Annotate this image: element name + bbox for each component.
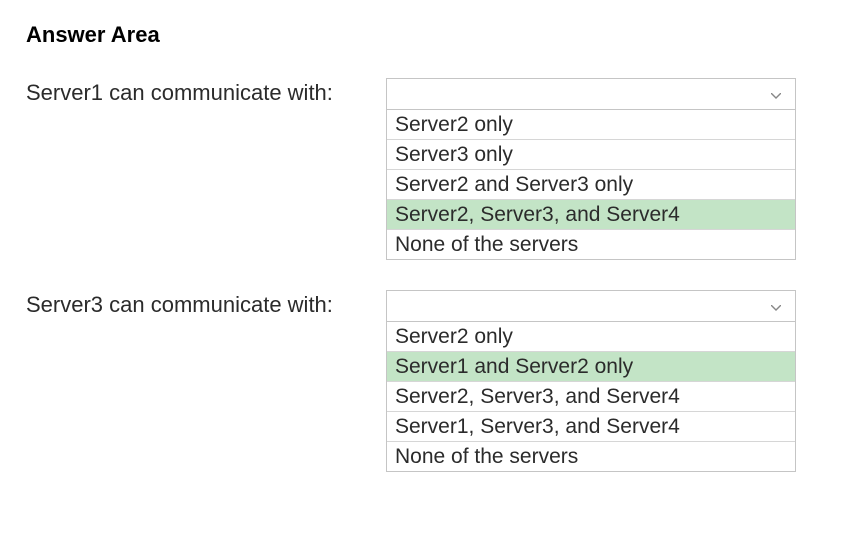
list-item[interactable]: Server2 only (387, 110, 795, 139)
list-item[interactable]: Server2, Server3, and Server4 (387, 199, 795, 229)
dropdown-select-1[interactable] (386, 78, 796, 110)
dropdown-select-2[interactable] (386, 290, 796, 322)
chevron-down-icon (771, 305, 781, 311)
dropdown-container-2: Server2 only Server1 and Server2 only Se… (386, 290, 796, 472)
page-title: Answer Area (26, 22, 831, 48)
list-item[interactable]: None of the servers (387, 229, 795, 259)
list-item[interactable]: Server2 and Server3 only (387, 169, 795, 199)
question-row: Server1 can communicate with: Server2 on… (26, 78, 831, 260)
list-item[interactable]: Server3 only (387, 139, 795, 169)
list-item[interactable]: Server1, Server3, and Server4 (387, 411, 795, 441)
dropdown-container-1: Server2 only Server3 only Server2 and Se… (386, 78, 796, 260)
list-item[interactable]: Server1 and Server2 only (387, 351, 795, 381)
option-list-2: Server2 only Server1 and Server2 only Se… (386, 322, 796, 472)
question-row: Server3 can communicate with: Server2 on… (26, 290, 831, 472)
list-item[interactable]: Server2 only (387, 322, 795, 351)
chevron-down-icon (771, 93, 781, 99)
list-item[interactable]: Server2, Server3, and Server4 (387, 381, 795, 411)
option-list-1: Server2 only Server3 only Server2 and Se… (386, 110, 796, 260)
list-item[interactable]: None of the servers (387, 441, 795, 471)
question-label-1: Server1 can communicate with: (26, 78, 386, 106)
question-label-2: Server3 can communicate with: (26, 290, 386, 318)
